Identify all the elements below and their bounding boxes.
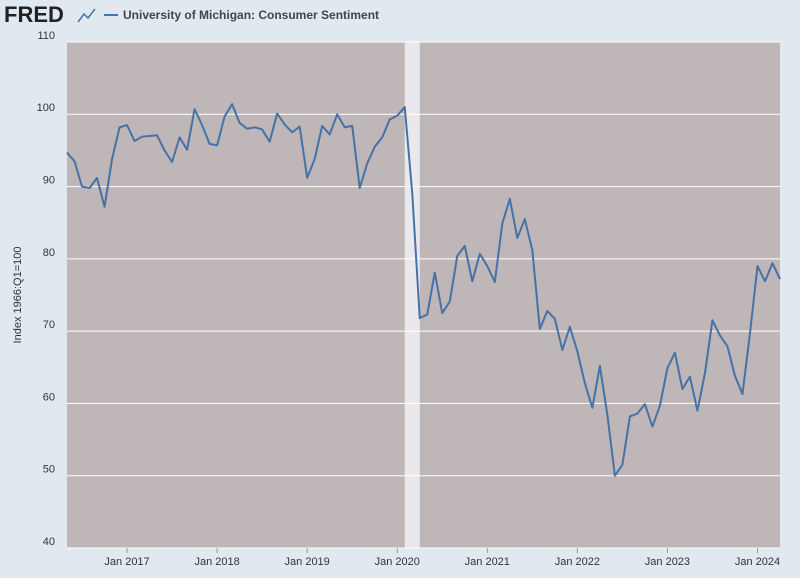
logo: FRED	[4, 2, 64, 27]
y-tick-label: 50	[43, 464, 55, 476]
x-tick-label: Jan 2023	[645, 556, 690, 568]
y-axis-label: Index 1966:Q1=100	[12, 247, 24, 344]
plot-area	[67, 42, 780, 548]
x-tick-label: Jan 2022	[555, 556, 600, 568]
x-tick-label: Jan 2021	[465, 556, 510, 568]
data-line	[66, 103, 781, 477]
y-tick-label: 80	[43, 247, 55, 259]
y-tick-label: 40	[43, 536, 55, 548]
x-tick-label: Jan 2017	[104, 556, 149, 568]
x-tick-label: Jan 2019	[285, 556, 330, 568]
y-tick-label: 100	[37, 102, 55, 114]
recession-shade	[404, 42, 420, 548]
x-tick-label: Jan 2024	[735, 556, 780, 568]
x-tick-label: Jan 2018	[194, 556, 239, 568]
y-tick-label: 70	[43, 319, 55, 331]
y-tick-label: 90	[43, 174, 55, 186]
chart-title: University of Michigan: Consumer Sentime…	[123, 8, 379, 22]
y-tick-label: 60	[43, 391, 55, 403]
x-tick-label: Jan 2020	[375, 556, 420, 568]
y-tick-label: 110	[37, 30, 55, 42]
logo-icon	[77, 8, 96, 23]
